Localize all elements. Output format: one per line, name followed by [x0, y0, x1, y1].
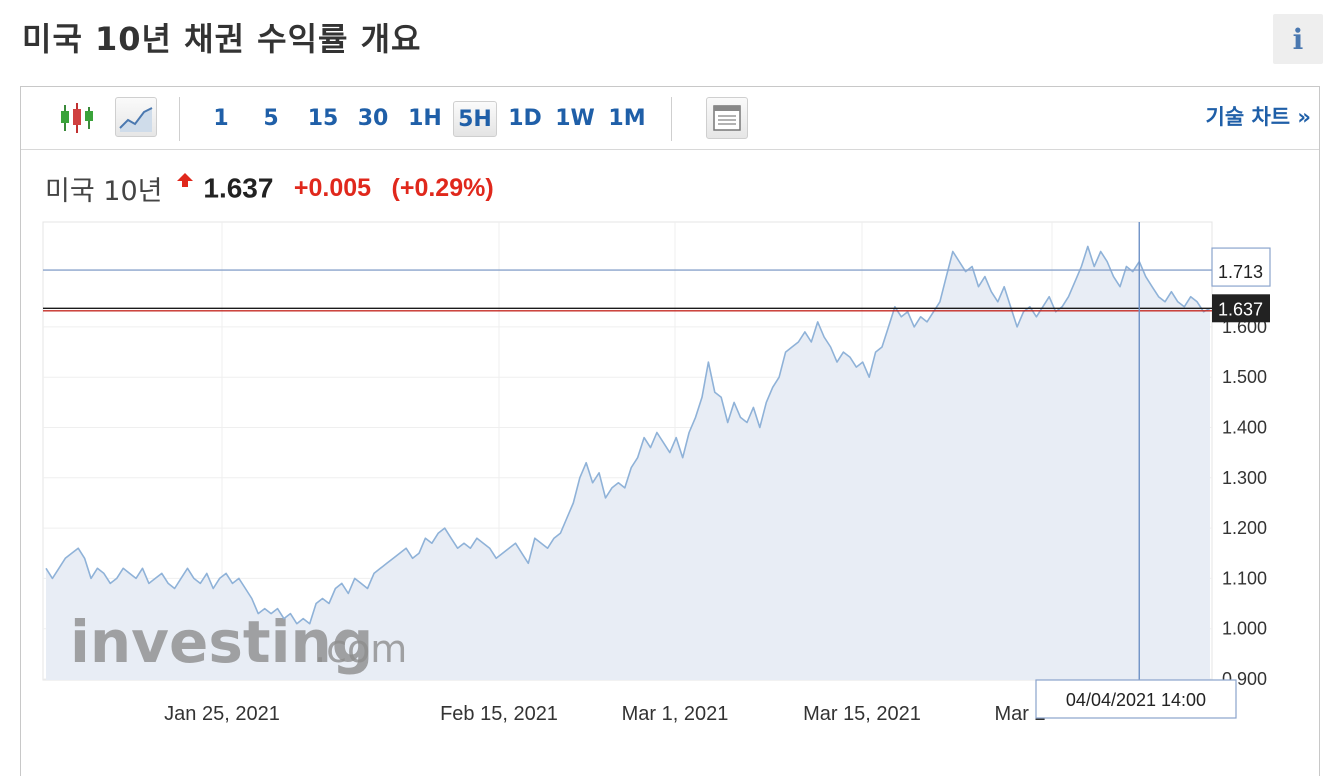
toolbar-divider [671, 97, 672, 141]
chart-panel: 1 5 15 30 1H 5H 1D 1W 1M 기술 차트 » 미국 10년 … [20, 86, 1320, 776]
instrument-name: 미국 10년 [45, 176, 163, 207]
x-tick-label: Mar 2 [994, 703, 1045, 725]
price-change: +0.005 [293, 174, 372, 202]
x-tick-label: Mar 1, 2021 [622, 703, 729, 725]
x-tick-label: Mar 15, 2021 [803, 703, 921, 725]
price-change-percent: (+0.29%) [391, 174, 494, 202]
interval-5[interactable]: 5 [263, 106, 279, 131]
interval-1m[interactable]: 1M [608, 106, 646, 131]
interval-1h[interactable]: 1H [408, 106, 442, 131]
interval-1w[interactable]: 1W [555, 106, 595, 131]
interval-15[interactable]: 15 [307, 106, 339, 131]
last-price: 1.637 [203, 172, 274, 204]
interval-5h[interactable]: 5H [453, 101, 497, 137]
info-icon[interactable]: i [1273, 14, 1323, 64]
y-tick-label: 1.000 [1222, 619, 1267, 639]
y-tick-label: 1.200 [1222, 518, 1267, 538]
technical-chart-link[interactable]: 기술 차트 » [1205, 105, 1311, 129]
watermark-logo: investing [70, 608, 373, 676]
crosshair-date-label: 04/04/2021 14:00 [1066, 690, 1206, 710]
layout-icon[interactable] [706, 97, 748, 139]
crosshair-date-tooltip [1035, 679, 1237, 719]
candlestick-icon[interactable] [57, 99, 97, 139]
quote-line: 미국 10년 1.637 +0.005 (+0.29%) [45, 169, 494, 208]
toolbar-divider [179, 97, 180, 141]
interval-1[interactable]: 1 [213, 106, 229, 131]
interval-1d[interactable]: 1D [508, 106, 542, 131]
area-chart-icon[interactable] [115, 97, 157, 137]
price-tag-current [1212, 294, 1270, 323]
x-tick-label: Feb 15, 2021 [440, 703, 558, 725]
y-tick-label: 1.300 [1222, 468, 1267, 488]
price-tag-high-label: 1.713 [1218, 262, 1263, 282]
price-tag-high [1211, 247, 1271, 287]
series-area-fill [46, 246, 1210, 680]
y-tick-label: 1.400 [1222, 418, 1267, 438]
page-title: 미국 10년 채권 수익률 개요 [22, 20, 422, 58]
interval-30[interactable]: 30 [357, 106, 389, 131]
series-line [45, 245, 1211, 625]
x-tick-label: Jan 25, 2021 [164, 703, 280, 725]
y-tick-label: 1.500 [1222, 367, 1267, 387]
up-arrow-icon [176, 173, 193, 192]
chart-toolbar: 1 5 15 30 1H 5H 1D 1W 1M 기술 차트 » [21, 87, 1319, 150]
watermark-logo-suffix: .com [314, 627, 407, 671]
y-tick-label: 1.100 [1222, 568, 1267, 588]
price-tag-current-label: 1.637 [1218, 299, 1263, 319]
